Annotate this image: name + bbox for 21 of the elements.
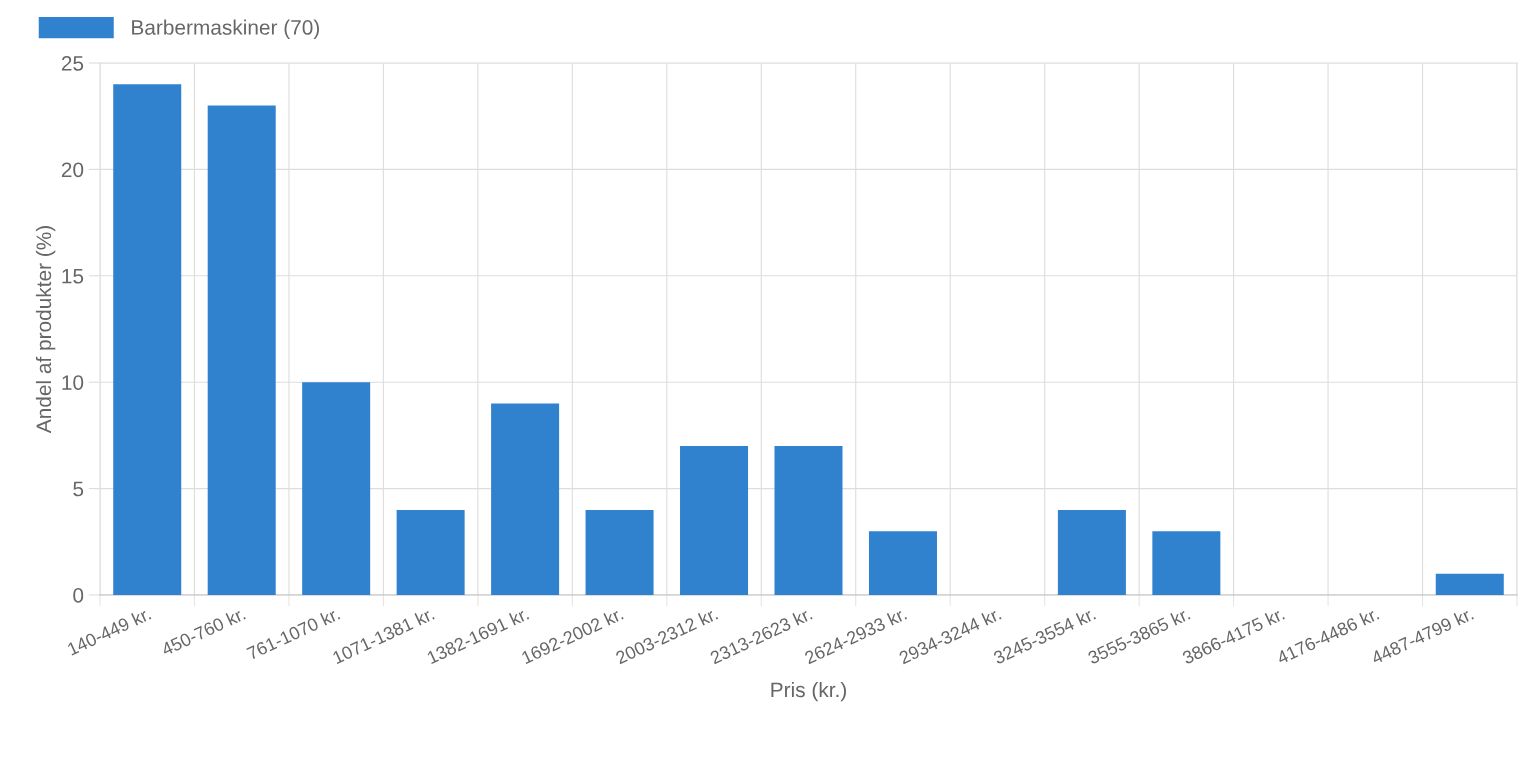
bar (302, 382, 371, 595)
bar (680, 446, 749, 595)
bar (585, 509, 654, 595)
bar (1435, 573, 1504, 595)
y-tick-label: 5 (73, 481, 84, 497)
y-tick-label: 15 (62, 269, 84, 284)
y-axis-title: Andel af produkter (%) (35, 226, 56, 434)
y-tick-label: 20 (61, 162, 84, 178)
y-tick-label: 10 (62, 375, 84, 390)
bar (868, 531, 937, 595)
y-tick-label: 0 (73, 588, 84, 603)
bar (1057, 509, 1126, 595)
bar (491, 403, 560, 595)
bar (774, 446, 843, 595)
bar (113, 84, 182, 595)
y-tick-label: 25 (61, 56, 84, 71)
bar (396, 509, 465, 595)
bar (1152, 531, 1221, 595)
legend-label: Barbermaskiner (70) (132, 19, 319, 39)
bar (207, 105, 276, 595)
x-axis-title: Pris (kr.) (771, 681, 846, 702)
